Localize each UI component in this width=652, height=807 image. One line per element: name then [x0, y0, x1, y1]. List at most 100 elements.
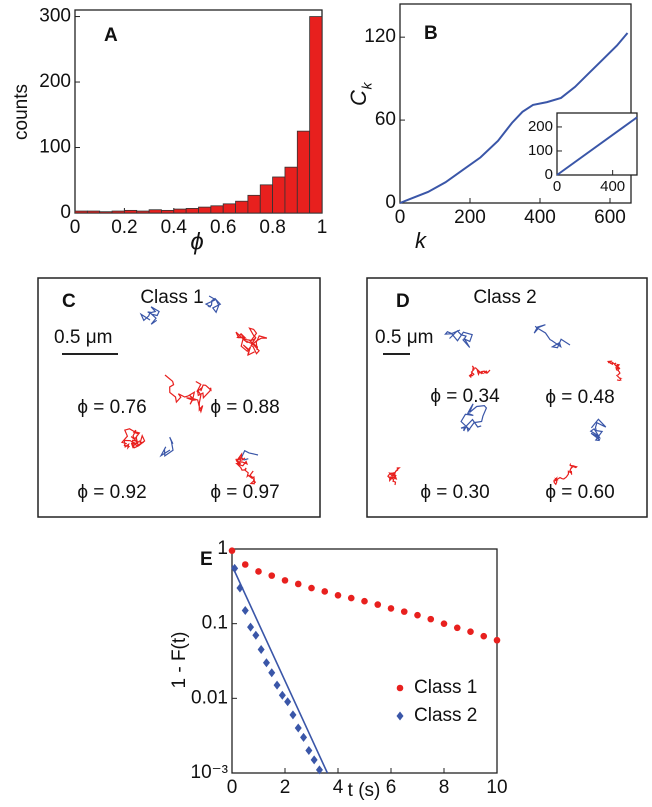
y-tick-label: 60: [375, 109, 396, 130]
point: [310, 755, 318, 765]
point: [268, 572, 276, 579]
trajectory: [460, 403, 488, 433]
x-axis-label: k: [415, 228, 427, 253]
y-tick-label: 0.01: [191, 687, 228, 708]
point: [305, 746, 313, 756]
y-axis-label: C: [346, 90, 371, 106]
y-tick-label: 0: [60, 202, 71, 223]
trajectory-cluster: [553, 462, 578, 486]
x-tick-label: 400: [600, 178, 625, 195]
point: [315, 765, 323, 775]
bar: [124, 209, 138, 214]
point: [262, 658, 270, 668]
panel-letter: C: [62, 291, 76, 312]
phi-label: ϕ = 0.97: [210, 482, 279, 503]
y-tick-label: 120: [364, 26, 396, 47]
point: [361, 597, 368, 605]
point: [300, 732, 308, 742]
y-tick-label: 100: [39, 137, 71, 158]
point: [252, 630, 260, 640]
point: [308, 584, 315, 592]
x-tick-label: 200: [454, 207, 486, 228]
trajectory-cluster: [164, 374, 212, 414]
point: [284, 697, 292, 707]
phi-label: ϕ = 0.30: [420, 482, 489, 503]
point: [278, 690, 286, 700]
bar: [259, 184, 274, 214]
y-tick-label: 300: [39, 6, 71, 27]
bar: [161, 209, 175, 214]
x-tick-label: 1: [317, 217, 328, 238]
phi-label: ϕ = 0.92: [77, 482, 146, 503]
trajectory: [533, 324, 571, 349]
x-tick-label: 2: [280, 777, 291, 798]
bar: [198, 206, 212, 214]
phi-label: ϕ = 0.88: [210, 397, 279, 418]
trajectory: [444, 329, 473, 348]
bar: [247, 194, 261, 214]
y-tick-label: 0.1: [202, 613, 228, 634]
scale-label: 0.5 μm: [375, 327, 433, 348]
trajectory: [159, 436, 174, 458]
bar: [309, 16, 323, 214]
bar: [111, 210, 125, 214]
y-axis-label: 1 - F(t): [169, 632, 190, 689]
data-line: [399, 32, 629, 204]
bar: [74, 210, 88, 214]
panel-letter: B: [424, 23, 438, 44]
point: [294, 580, 302, 588]
x-tick-label: 8: [439, 777, 450, 798]
x-tick-label: 0: [70, 217, 81, 238]
point: [427, 615, 435, 623]
y-tick-label: 0: [385, 192, 396, 213]
bar: [284, 166, 298, 214]
bar: [86, 210, 101, 214]
x-tick-label: 600: [594, 207, 626, 228]
bar: [222, 203, 236, 214]
point: [241, 606, 249, 616]
axes-box: [556, 112, 638, 176]
legend-marker: [396, 711, 404, 721]
legend-label: Class 2: [414, 705, 477, 726]
point: [453, 624, 461, 632]
panel-title: Class 2: [473, 287, 536, 308]
x-tick-label: 0.4: [161, 217, 188, 238]
y-tick-label: 100: [528, 142, 553, 159]
y-axis-label: counts: [11, 84, 32, 140]
x-tick-label: 4: [333, 777, 344, 798]
point: [247, 622, 255, 632]
bar: [235, 200, 249, 214]
point: [273, 680, 281, 690]
bar: [99, 211, 113, 214]
panel-letter: D: [396, 291, 410, 312]
trajectory-cluster: [235, 327, 268, 357]
panel-letter: A: [104, 25, 118, 46]
point: [374, 601, 382, 608]
y-tick-label: 1: [217, 538, 228, 559]
point: [467, 628, 474, 636]
point: [334, 591, 342, 599]
trajectory-cluster: [387, 467, 401, 486]
phi-label: ϕ = 0.60: [545, 482, 614, 503]
bar: [136, 210, 150, 214]
point: [321, 588, 329, 595]
legend-marker: [396, 684, 404, 692]
bar: [210, 205, 224, 214]
axes-box: [231, 548, 498, 774]
y-tick-label: 200: [39, 71, 71, 92]
panel-d-frame: [366, 277, 648, 518]
y-tick-label: 10⁻³: [191, 762, 229, 783]
phi-label: ϕ = 0.48: [545, 387, 614, 408]
panel-letter: E: [200, 549, 213, 570]
point: [414, 611, 421, 619]
bar: [173, 208, 187, 214]
panel-c-frame: [37, 277, 321, 518]
y-axis-label-sub: k: [359, 82, 375, 90]
trajectory: [589, 418, 607, 442]
fit-line: [232, 565, 329, 773]
point: [281, 577, 289, 584]
trajectory: [240, 449, 259, 461]
x-tick-label: 0: [553, 178, 561, 195]
inset-line: [556, 116, 638, 176]
